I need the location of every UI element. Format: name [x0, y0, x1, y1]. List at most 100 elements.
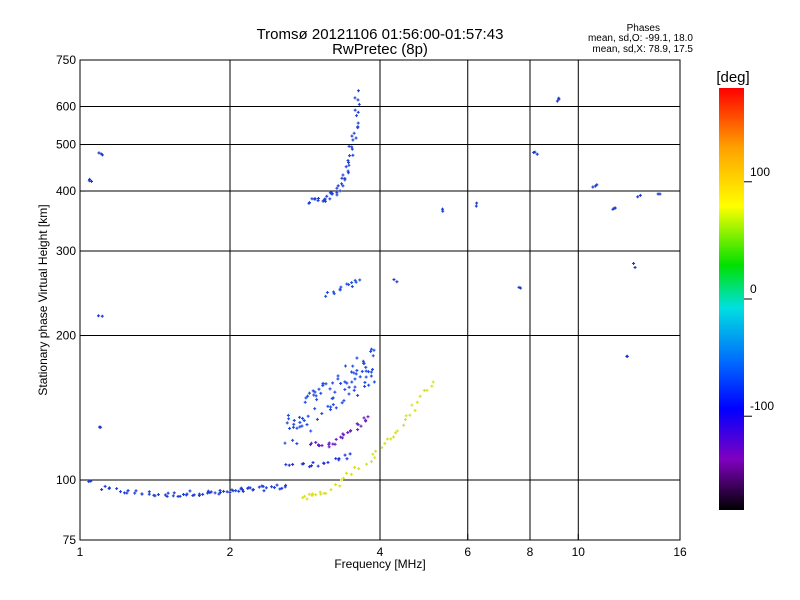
data-point [333, 390, 337, 394]
data-point [345, 381, 349, 385]
phase-mean-o: mean, sd,O: -99.1, 18.0 [588, 33, 693, 44]
data-point [347, 163, 351, 167]
data-point [230, 488, 234, 492]
data-point [342, 399, 346, 403]
data-point [100, 488, 104, 492]
x-tick-label: 1 [77, 545, 84, 559]
data-point [225, 490, 229, 494]
data-point [286, 413, 290, 417]
data-point [185, 492, 189, 496]
data-point [292, 422, 296, 426]
data-point [301, 496, 305, 500]
data-point [362, 361, 366, 365]
data-point [364, 419, 368, 423]
data-point [357, 102, 361, 106]
y-tick-label: 300 [56, 244, 76, 258]
data-point [339, 285, 343, 289]
x-axis-label: Frequency [MHz] [334, 557, 425, 571]
data-point [89, 479, 93, 483]
data-point [103, 484, 107, 488]
data-point [594, 184, 598, 188]
data-point [350, 134, 354, 138]
data-point [310, 464, 314, 468]
data-point [314, 493, 318, 497]
data-point [638, 193, 642, 197]
x-ticks: 1 2 4 6 8 10 16 [77, 534, 687, 559]
data-point [314, 440, 318, 444]
data-point [425, 388, 429, 392]
data-point [315, 417, 319, 421]
data-point [278, 487, 282, 491]
data-point [325, 290, 329, 294]
data-point [336, 184, 340, 188]
data-point [340, 436, 344, 440]
data-point [228, 490, 232, 494]
data-point [555, 99, 559, 103]
y-axis-label: Stationary phase Virtual Height [km] [36, 204, 50, 395]
data-point [307, 492, 311, 496]
data-point [431, 380, 435, 384]
data-point [171, 494, 175, 498]
data-point [360, 369, 364, 373]
data-point [309, 429, 313, 433]
data-point [353, 465, 357, 469]
data-point [612, 206, 616, 210]
data-point [280, 486, 284, 490]
data-point [356, 89, 360, 93]
data-point [404, 414, 408, 418]
data-point [147, 490, 151, 494]
data-point [395, 429, 399, 433]
data-point [311, 461, 315, 465]
data-point [533, 150, 537, 154]
data-point [307, 201, 311, 205]
data-point [340, 401, 344, 405]
y-tick-label: 400 [56, 184, 76, 198]
colorbar-ticks: 100 0 -100 [744, 165, 774, 417]
data-point [369, 460, 373, 464]
data-point [355, 114, 359, 118]
data-point [372, 348, 376, 352]
data-point [632, 261, 636, 265]
data-point [295, 426, 299, 430]
data-point [591, 185, 595, 189]
data-point [348, 154, 352, 158]
y-tick-label: 200 [56, 329, 76, 343]
data-point [329, 488, 333, 492]
data-point [346, 159, 350, 163]
data-point [188, 489, 192, 493]
data-point [365, 462, 369, 466]
data-point [343, 453, 347, 457]
data-point [208, 491, 212, 495]
data-points [87, 89, 662, 501]
x-tick-label: 6 [464, 545, 471, 559]
data-point [305, 423, 309, 427]
data-point [340, 176, 344, 180]
data-point [350, 145, 354, 149]
data-point [352, 371, 356, 375]
data-point [633, 265, 637, 269]
data-point [309, 443, 313, 447]
data-point [356, 393, 360, 397]
data-point [307, 391, 311, 395]
data-point [152, 493, 156, 497]
data-point [356, 423, 360, 427]
data-point [291, 462, 295, 466]
data-point [165, 494, 169, 498]
data-point [385, 437, 389, 441]
data-point [248, 486, 252, 490]
data-point [147, 492, 151, 496]
data-point [354, 372, 358, 376]
data-point [285, 421, 289, 425]
data-point [284, 463, 288, 467]
data-point [115, 487, 119, 491]
data-point [291, 425, 295, 429]
chart-subtitle: RwPretec (8p) [332, 41, 428, 58]
data-point [96, 314, 100, 318]
data-point [328, 387, 332, 391]
data-point [313, 407, 317, 411]
data-point [302, 462, 306, 466]
data-point [332, 292, 336, 296]
data-point [394, 431, 398, 435]
data-point [321, 381, 325, 385]
phase-box-title: Phases [627, 23, 660, 34]
